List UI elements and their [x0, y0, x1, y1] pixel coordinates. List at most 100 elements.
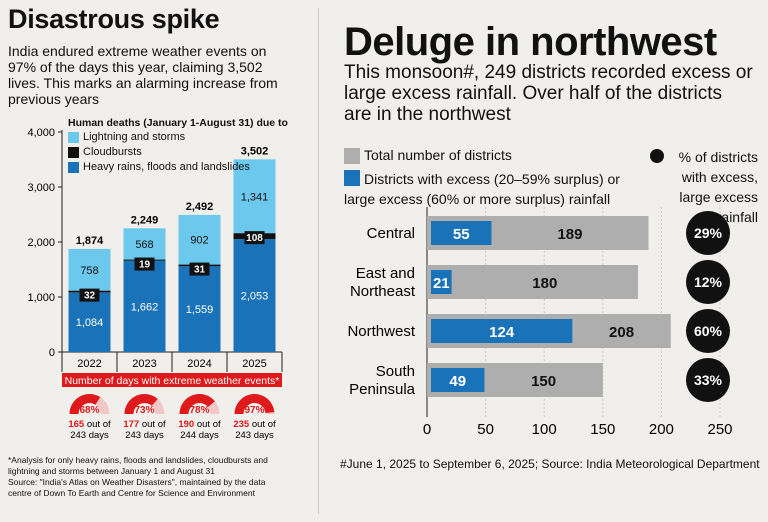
- deaths-chart: 0 1,000 2,000 3,000 4,000 2022 2023 2024 2025 1,…: [27, 127, 283, 441]
- bar-segment: [233, 239, 276, 352]
- bar-segment: [123, 260, 166, 352]
- legend-dot-pct: [650, 149, 664, 163]
- pct-circle: [686, 309, 730, 353]
- pct-label: 33%: [694, 372, 723, 388]
- bar-segment: [68, 248, 111, 291]
- x-tick-label: 0: [423, 421, 431, 438]
- gauge-pct: 78%: [189, 405, 209, 416]
- category-label: Central: [367, 225, 415, 242]
- y-tick-label: 1,000: [27, 292, 55, 304]
- bar-excess-label: 21: [433, 275, 450, 292]
- total-label: 2,492: [186, 201, 214, 213]
- legend-swatch-total: [344, 148, 360, 164]
- value-label-lightning: 902: [190, 235, 208, 247]
- legend-swatch-excess: [344, 170, 360, 186]
- legend-label-pct: % of districts with excess, large excess…: [678, 149, 758, 225]
- value-label-heavy-rains: 2,053: [241, 291, 269, 303]
- gauge-days-line1: 190 out of: [178, 419, 221, 430]
- legend-label-excess: Districts with excess (20–59% surplus) o…: [344, 171, 620, 207]
- bar-total-label: 208: [609, 324, 634, 341]
- pct-circle: [686, 358, 730, 402]
- right-subtitle: This monsoon#, 249 districts recorded ex…: [344, 62, 753, 125]
- bar-excess: [431, 319, 573, 343]
- gauge-days-line2: 243 days: [70, 430, 109, 441]
- value-label-lightning: 568: [135, 239, 153, 251]
- y-tick-label: 0: [49, 347, 55, 359]
- gauge-days-line2: 244 days: [180, 430, 219, 441]
- days-banner-label: Number of days with extreme weather even…: [65, 375, 280, 387]
- gauge-days-line2: 243 days: [235, 430, 274, 441]
- legend-label-heavy-rains: Heavy rains, floods and landslides: [83, 161, 250, 173]
- bar-total: [427, 265, 638, 299]
- x-tick-label: 2023: [132, 358, 156, 370]
- x-tick-label: 2024: [187, 358, 211, 370]
- gauge-days-line2: 243 days: [125, 430, 164, 441]
- cloudburst-label-box: [244, 231, 265, 245]
- x-tick-label: 250: [707, 421, 732, 438]
- value-label-heavy-rains: 1,662: [131, 301, 159, 313]
- pct-label: 60%: [694, 323, 723, 339]
- value-label-heavy-rains: 1,084: [76, 317, 104, 329]
- left-subtitle: India endured extreme weather events on …: [8, 43, 278, 107]
- days-banner: [62, 373, 282, 387]
- gauge-fill: [124, 393, 158, 414]
- bar-excess: [431, 368, 485, 392]
- gauge-pct: 97%: [244, 405, 264, 416]
- left-footnote: *Analysis for only heavy rains, floods a…: [8, 455, 268, 498]
- deaths-bars: 1,084 32 758 1,874 1,662 19 568 2,249 1,559 31 902…: [68, 145, 276, 352]
- x-tick-label: 150: [590, 421, 615, 438]
- value-label-cloudbursts: 31: [194, 265, 206, 276]
- gauge-fill: [179, 394, 215, 414]
- x-tick-label: 2022: [77, 358, 101, 370]
- value-label-cloudbursts: 32: [84, 291, 96, 302]
- left-title: Disastrous spike: [8, 4, 220, 34]
- gauge-fill: [234, 394, 275, 414]
- days-gauges: Number of days with extreme weather even…: [62, 373, 282, 441]
- bar-segment: [233, 159, 276, 234]
- total-label: 3,502: [241, 145, 269, 157]
- y-tick-label: 4,000: [27, 127, 55, 139]
- deaths-legend-title: Human deaths (January 1-August 31) due t…: [68, 117, 288, 129]
- y-tick-label: 2,000: [27, 237, 55, 249]
- cloudburst-label-box: [79, 288, 100, 302]
- bar-total-label: 150: [531, 373, 556, 390]
- gauge-days-line1: 235 out of: [233, 419, 276, 430]
- legend-swatch-cloudbursts: [68, 147, 79, 158]
- x-tick-label: 100: [532, 421, 557, 438]
- bar-segment: [178, 214, 221, 265]
- bar-excess: [431, 221, 492, 245]
- right-title: Deluge in northwest: [344, 20, 717, 64]
- pct-label: 12%: [694, 274, 723, 290]
- legend-swatch-lightning: [68, 132, 79, 143]
- x-tick-label: 2025: [242, 358, 266, 370]
- cloudburst-label-box: [189, 262, 210, 276]
- bar-segment: [68, 292, 111, 352]
- panel-divider: [318, 8, 319, 514]
- bar-excess-label: 124: [489, 324, 515, 341]
- bar-total-label: 180: [532, 275, 557, 292]
- pct-label: 29%: [694, 225, 723, 241]
- category-label: East and: [356, 265, 415, 282]
- gauge-fill: [69, 393, 101, 414]
- category-label: South: [376, 363, 415, 380]
- bar-excess: [431, 270, 452, 294]
- legend-label-cloudbursts: Cloudbursts: [83, 146, 142, 158]
- pct-circle: [686, 260, 730, 304]
- bar-total-label: 189: [557, 226, 582, 243]
- gauge-pct: 73%: [134, 405, 154, 416]
- gauge-days-line1: 165 out of: [68, 419, 111, 430]
- deaths-y-axis: 0 1,000 2,000 3,000 4,000 2022 2023 2024 2025: [27, 127, 283, 372]
- legend-label-lightning: Lightning and storms: [83, 131, 186, 143]
- legend-swatch-heavy-rains: [68, 162, 79, 173]
- gauge-days-line1: 177 out of: [123, 419, 166, 430]
- district-bars: 55 189 29% 21 180 12% 124 208 60% 49 150 33%: [427, 211, 730, 402]
- value-label-heavy-rains: 1,559: [186, 304, 214, 316]
- category-label: Northeast: [350, 283, 416, 300]
- total-label: 2,249: [131, 214, 159, 226]
- category-label: Northwest: [347, 323, 415, 340]
- category-label: Peninsula: [349, 381, 416, 398]
- x-tick-label: 200: [649, 421, 674, 438]
- cloudburst-label-box: [134, 257, 155, 271]
- gauge-pct: 68%: [79, 405, 99, 416]
